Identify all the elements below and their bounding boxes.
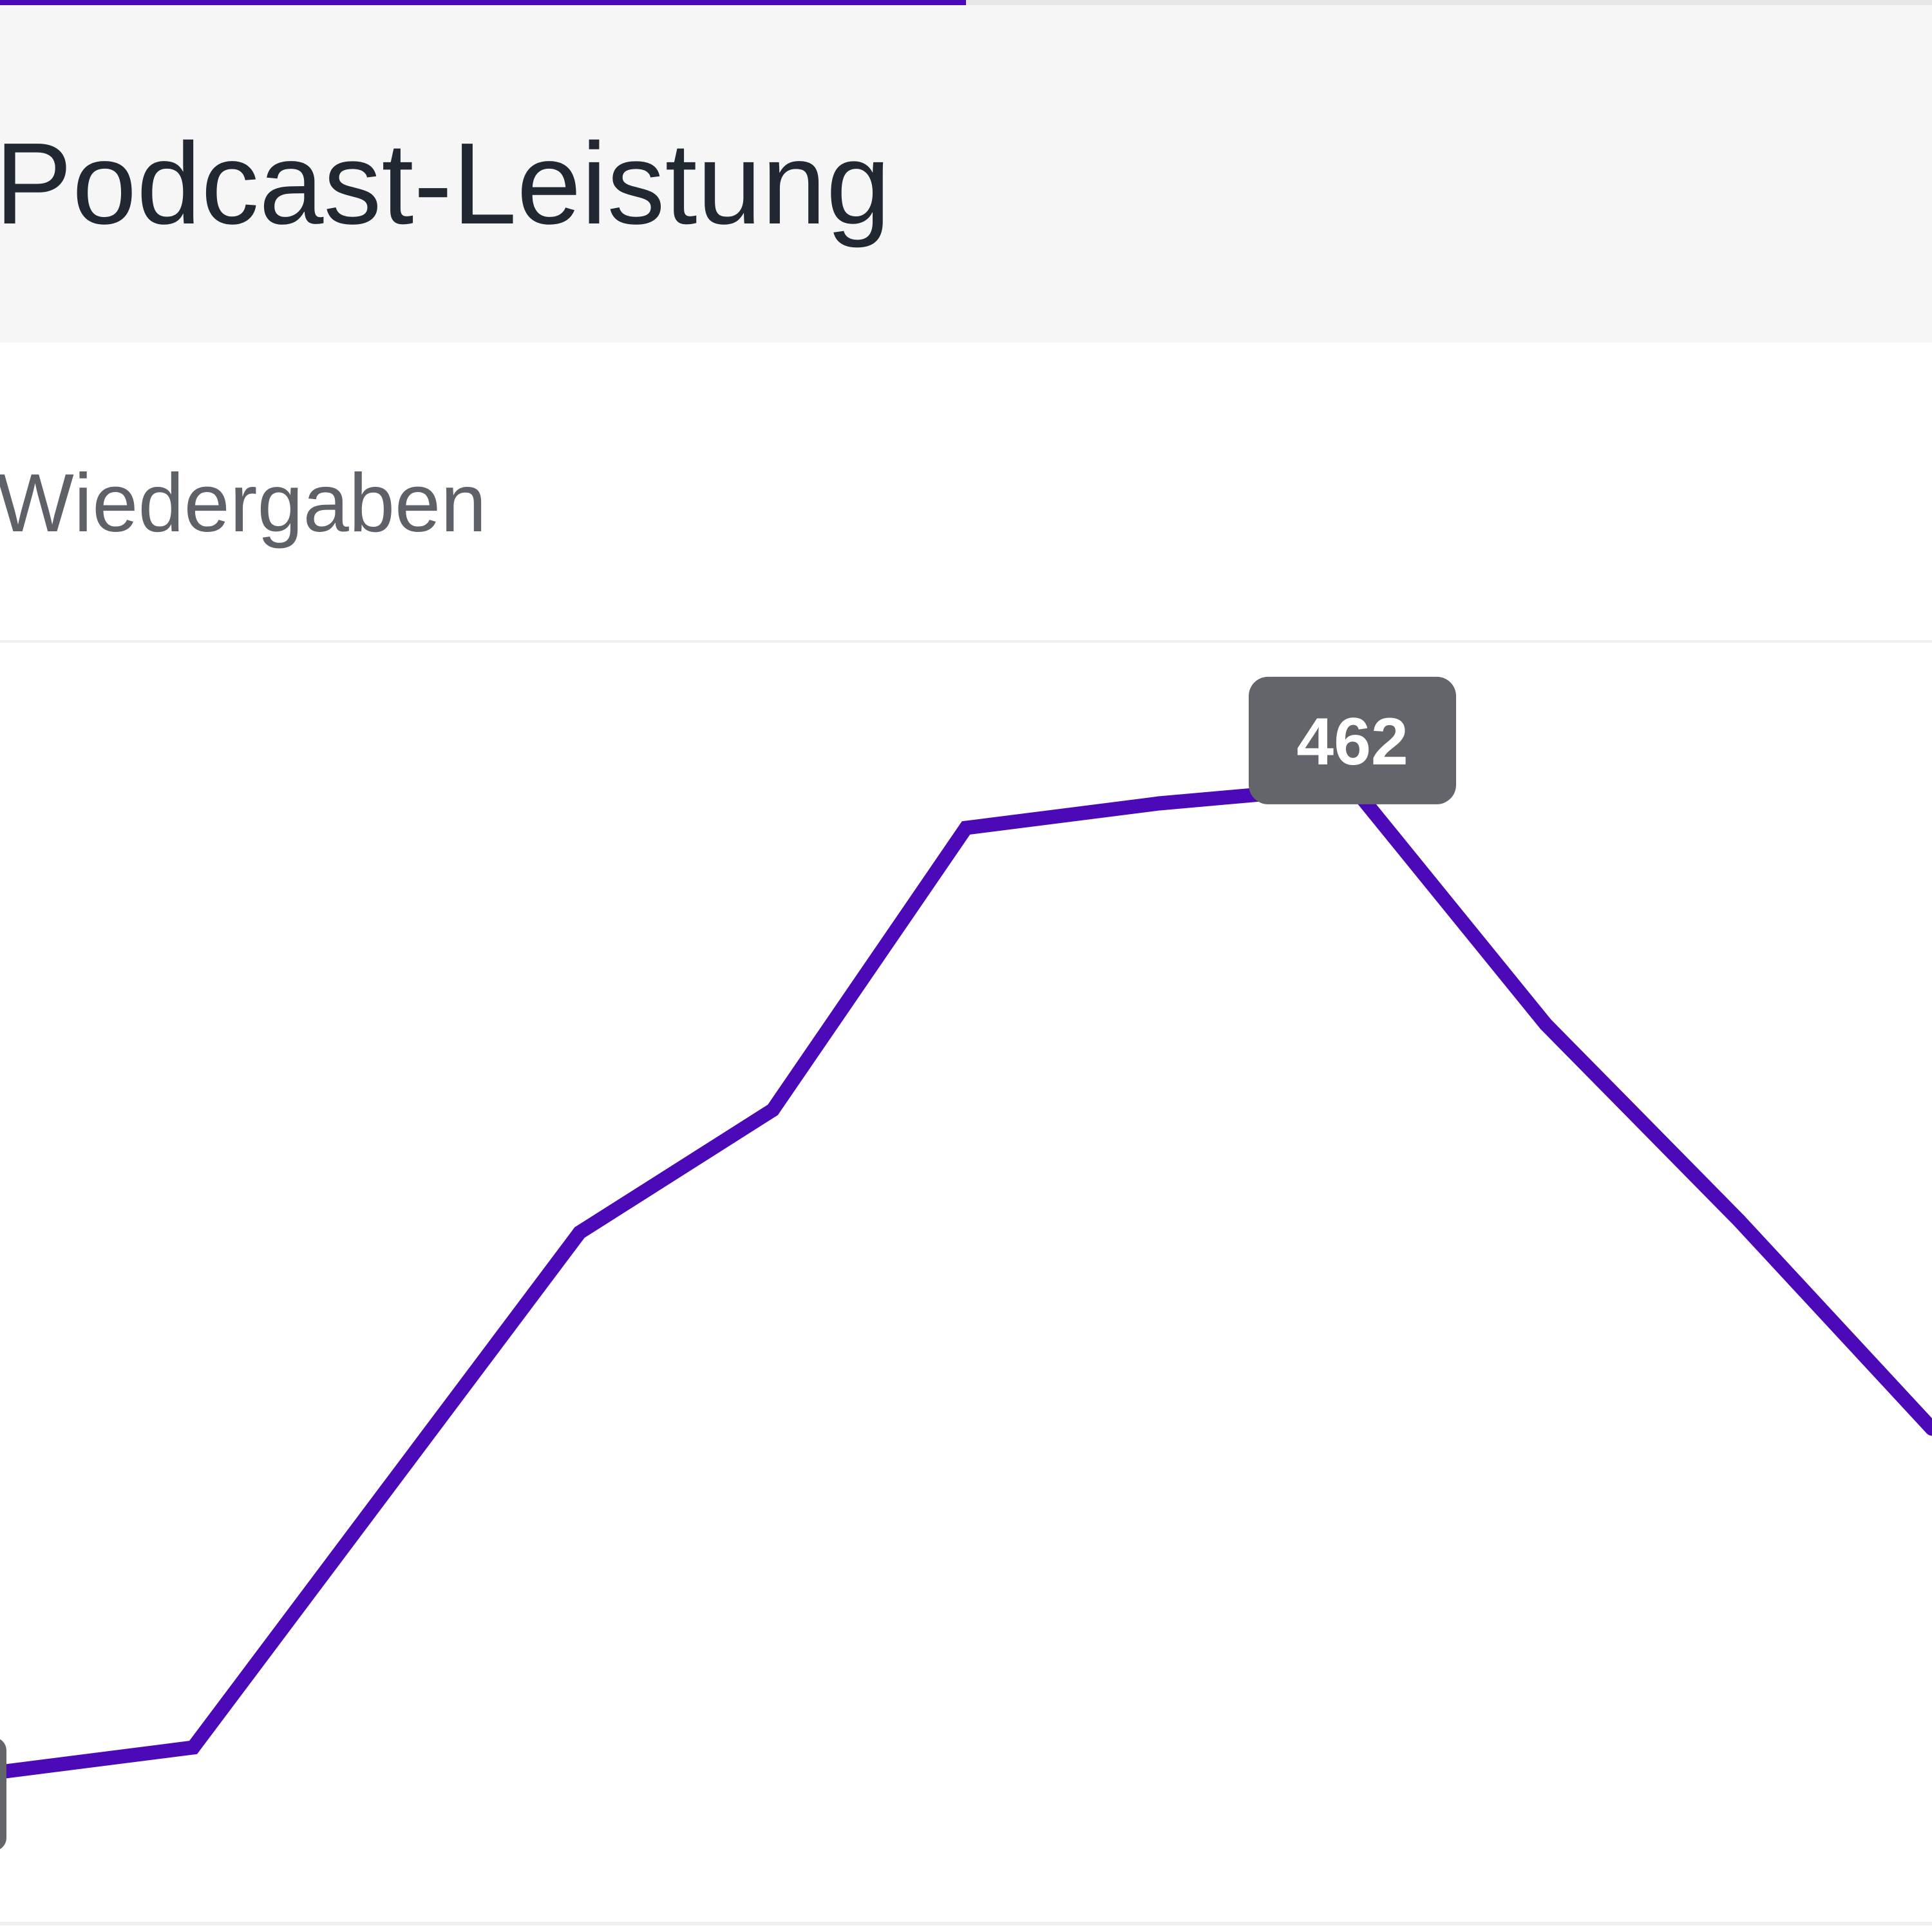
chart-bottom-divider [0,1922,1932,1926]
peak-tooltip-value: 462 [1296,705,1408,779]
plays-point-1[interactable] [186,1740,200,1755]
plays-point-9[interactable] [1732,1213,1746,1227]
header-band: Podcast-Leistung [0,5,1932,343]
plays-point-3[interactable] [573,1225,587,1240]
plays-point-6[interactable] [1152,796,1166,811]
chart-top-divider [0,640,1932,643]
plays-point-5[interactable] [959,820,973,835]
page-progress-fill [0,0,966,5]
page-progress-track [0,0,1932,5]
plays-point-2[interactable] [379,1482,393,1497]
left-tooltip-edge [0,1739,6,1850]
peak-tooltip-background [1249,676,1456,804]
peak-tooltip: 462 [1249,676,1456,804]
plays-point-4[interactable] [766,1103,780,1117]
plays-point-8[interactable] [1539,1017,1553,1032]
plays-point-10[interactable] [1925,1421,1932,1436]
metric-label: Wiedergaben [0,457,487,549]
page-title: Podcast-Leistung [0,119,891,249]
plays-series-line[interactable] [0,779,1932,1779]
